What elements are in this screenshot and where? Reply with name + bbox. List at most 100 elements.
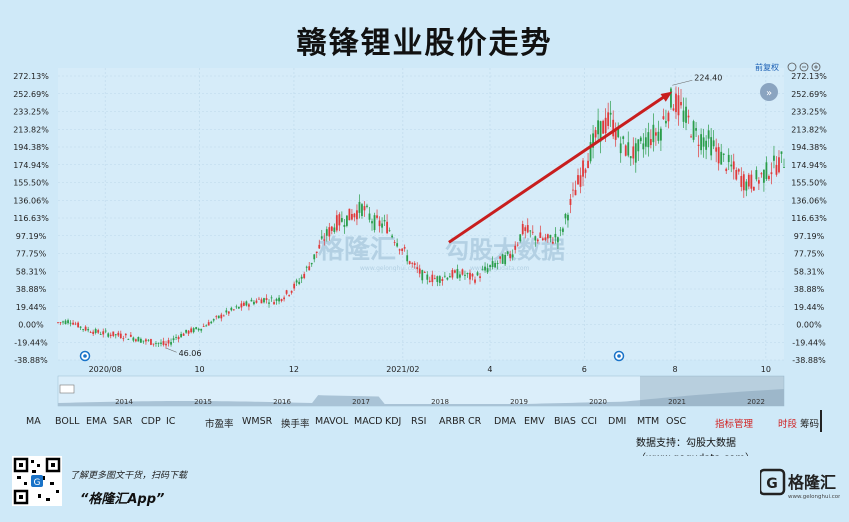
indicator-5[interactable]: IC [166,416,176,427]
indicator-23[interactable]: 时段 [778,419,798,430]
indicator-17[interactable]: BIAS [554,416,576,427]
candle-body [102,331,105,335]
candle-body [448,276,451,278]
logo-sub: www.gelonghui.com [788,494,840,500]
candle-body [215,316,218,318]
candle-body [584,169,587,173]
watermark-brand-sub: www.gelonghui.com [360,265,421,272]
y-tick-right: 136.06% [791,196,827,205]
candle-body [260,299,263,304]
y-tick-left: 155.50% [13,179,49,188]
candle-body [403,247,406,249]
candle-body [484,266,486,271]
candle-body [388,230,391,232]
candle-body [318,244,321,249]
undo-icon [787,62,797,72]
y-tick-right: 252.69% [791,90,827,99]
candle-body [237,306,240,309]
candle-body [639,137,642,142]
x-tick-label: 2021/02 [386,365,419,374]
candle-body [207,322,210,326]
candle-body [411,262,414,264]
candle-body [647,132,650,148]
indicator-15[interactable]: DMA [494,416,517,427]
candle-body [720,151,723,165]
candle-body [192,328,195,333]
candle-body [351,213,353,220]
candle-body [660,128,662,141]
y-tick-right: 213.82% [791,125,827,134]
y-tick-left: 233.25% [13,108,49,117]
y-tick-left: -38.88% [14,356,48,365]
indicator-7[interactable]: WMSR [242,416,273,427]
candle-body [712,140,715,147]
candle-body [62,321,64,323]
candle-body [155,343,157,344]
indicator-11[interactable]: KDJ [385,416,402,427]
overview-year: 2015 [194,398,212,406]
indicator-8[interactable]: 换手率 [281,419,310,430]
indicator-9[interactable]: MAVOL [315,416,349,427]
indicator-3[interactable]: SAR [113,416,133,427]
candle-body [692,121,695,140]
indicator-21[interactable]: OSC [666,416,687,427]
stock-chart[interactable]: 272.13% 272.13% 252.69% 252.69% 233.25% 233.2… [0,58,849,458]
candle-body [562,228,564,232]
indicator-12[interactable]: RSI [411,416,427,427]
candle-body [315,251,318,254]
y-tick-right: 77.75% [794,250,825,259]
candle-body [74,323,77,325]
footer-line2: “格隆汇App” [80,492,165,507]
candle-body [253,301,255,305]
candle-body [240,303,243,308]
indicator-22[interactable]: 指标管理 [715,419,754,430]
candle-body [202,326,205,327]
candle-body [338,214,341,226]
y-tick-right: 97.19% [794,232,825,241]
candle-body [79,326,82,328]
candle-body [248,304,250,307]
indicator-6[interactable]: 市盈率 [205,419,234,430]
indicator-13[interactable]: ARBR [439,416,466,427]
x-tick-label: 6 [582,365,587,374]
candle-body [778,157,780,173]
indicator-19[interactable]: DMI [608,416,627,427]
indicator-20[interactable]: MTM [637,416,660,427]
indicator-24[interactable]: 筹码 [800,419,820,430]
indicator-1[interactable]: BOLL [55,416,80,427]
chart-svg[interactable]: 272.13% 272.13% 252.69% 252.69% 233.25% 233.2… [0,58,849,410]
indicator-18[interactable]: CCI [581,416,598,427]
candle-body [320,236,323,239]
candle-body [768,176,770,180]
indicator-0[interactable]: MA [26,416,41,427]
candle-body [499,256,502,259]
candle-body [222,315,225,317]
candle-body [170,341,172,345]
candle-body [210,321,213,324]
indicator-10[interactable]: MACD [354,416,383,427]
candle-body [597,120,600,135]
peak-leader [672,79,693,86]
candle-body [348,208,351,221]
candle-body [509,254,512,259]
logo: G 格隆汇 www.gelonghui.com [758,466,843,510]
indicator-2[interactable]: EMA [86,416,107,427]
indicator-14[interactable]: CR [468,416,482,427]
candle-body [757,180,760,184]
candle-body [265,298,268,301]
candle-body [383,220,386,222]
candle-body [451,270,454,278]
toolbar-divider [820,410,822,432]
candle-body [200,328,203,331]
indicator-16[interactable]: EMV [524,416,545,427]
candle-body [496,263,499,265]
y-tick-left: 0.00% [18,321,44,330]
candle-body [526,225,529,233]
candle-body [361,204,363,217]
candle-body [182,333,185,336]
candle-body [479,276,481,278]
y-tick-right: 19.44% [794,303,825,312]
candle-body [436,276,439,283]
candle-body [275,298,278,301]
indicator-4[interactable]: CDP [141,416,161,427]
